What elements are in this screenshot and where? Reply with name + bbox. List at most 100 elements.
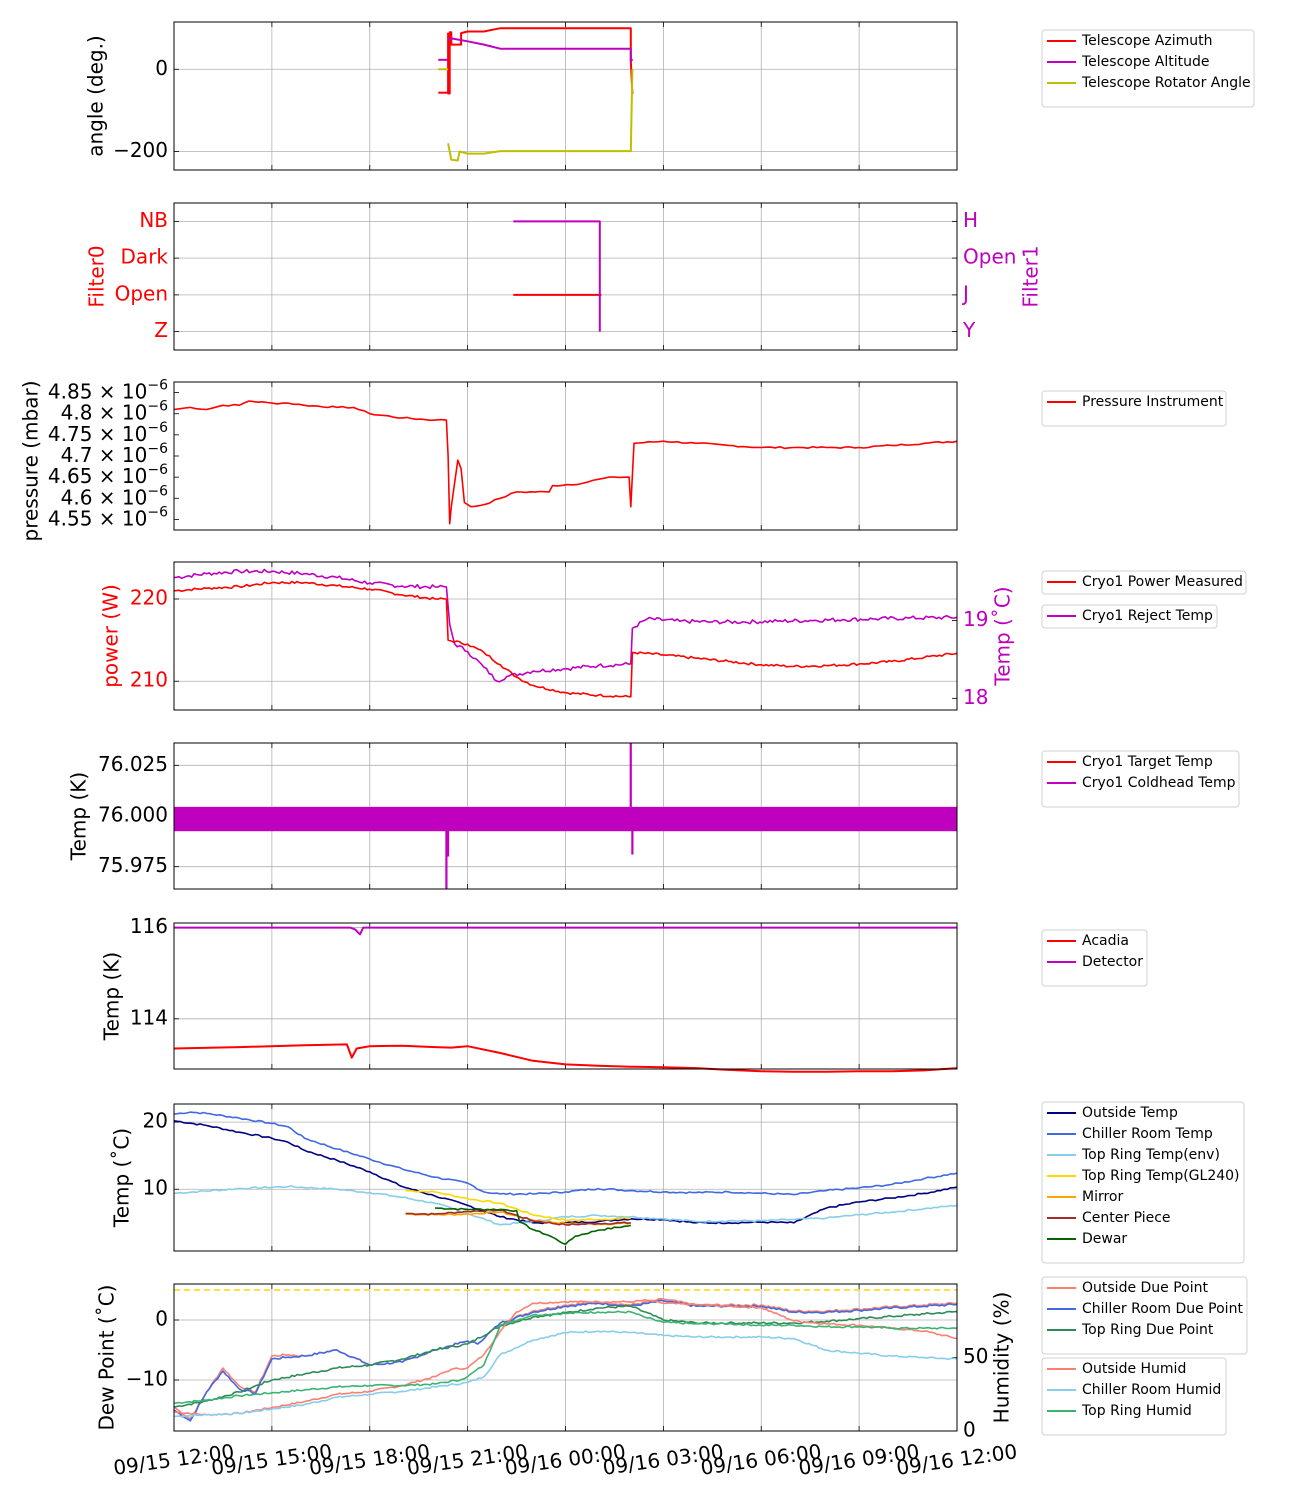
telescope-legend-label: Telescope Azimuth: [1081, 33, 1212, 49]
pressure-ytick-label: 4.6 × 10−6: [61, 483, 168, 509]
detector-ylabel: Temp (K): [100, 952, 124, 1041]
detector-series-detector: [174, 926, 957, 936]
cryo-temp-ylabel: Temp (K): [67, 772, 91, 861]
dew-humid-ytick-label: 0: [155, 1307, 168, 1331]
pressure-ytick-label: 4.55 × 10−6: [48, 504, 168, 530]
detector-series-acadia: [173, 1043, 958, 1073]
telescope-series-telescope-azimuth: [447, 27, 634, 95]
filters-ylabel-right: Filter1: [1019, 245, 1043, 307]
dew-humid-ytick-label-right: 0: [963, 1418, 976, 1442]
dew-humid-ytick-label-right: 50: [963, 1344, 988, 1368]
pressure-ytick-label: 4.75 × 10−6: [48, 420, 168, 446]
pressure-ytick-exponent: −6: [147, 378, 168, 394]
telescope-axes: [173, 22, 958, 170]
dew-humid-humidity-legend-label: Chiller Room Humid: [1082, 1382, 1221, 1398]
pressure-ytick-exponent: −6: [147, 441, 168, 457]
cryo-temp-legend-box: [1041, 750, 1240, 808]
filters-ytick-label: Open: [115, 281, 168, 305]
pressure-legend-box: [1041, 390, 1227, 427]
detector-legend-label: Detector: [1082, 954, 1143, 970]
pressure-ytick-exponent: −6: [147, 420, 168, 436]
pressure-series-pressure-instrument: [173, 400, 958, 525]
telescope-legend-box: [1041, 29, 1255, 108]
telescope-ylabel: angle (deg.): [84, 35, 108, 157]
telescope-legend-label: Telescope Altitude: [1081, 54, 1210, 70]
env-temp-legend-label: Mirror: [1082, 1189, 1123, 1205]
cryo-power-legend-box: [1041, 604, 1218, 629]
pressure-ytick-mantissa: 4.65 × 10: [48, 464, 147, 488]
telescope-frame: [173, 21, 958, 171]
cryo-temp-legend-label: Cryo1 Coldhead Temp: [1082, 775, 1236, 791]
filters-ytick-label: NB: [139, 208, 168, 232]
cryo-temp-legend-label: Cryo1 Target Temp: [1082, 754, 1213, 770]
env-temp-legend-label: Top Ring Temp(env): [1081, 1147, 1220, 1163]
telescope-legend-label: Telescope Rotator Angle: [1081, 75, 1251, 91]
cryo-power-ylabel-left: power (W): [99, 584, 123, 688]
cryo-temp-ytick-label: 76.025: [98, 752, 168, 776]
dew-humid-humidity-legend: Outside Humid Chiller Room Humid Top Ring …: [1041, 1357, 1227, 1436]
dew-humid-humidity-legend-label: Outside Humid: [1082, 1361, 1186, 1377]
pressure-ytick-mantissa: 4.7 × 10: [61, 443, 148, 467]
pressure-ytick-label: 4.65 × 10−6: [48, 462, 168, 488]
pressure-ytick-mantissa: 4.75 × 10: [48, 422, 147, 446]
detector-axes: [173, 923, 958, 1069]
env-temp-legend: Outside Temp Chiller Room Temp Top Ring Te…: [1041, 1101, 1245, 1264]
dew-humid-dewpoint-legend-label: Chiller Room Due Point: [1082, 1301, 1243, 1317]
cryo-power-legend-box: [1041, 570, 1247, 595]
pressure-ytick-mantissa: 4.85 × 10: [48, 380, 147, 404]
cryo-power-ylabel-right: Temp (˚C): [991, 586, 1015, 686]
filters-ytick-label: Z: [154, 318, 168, 342]
telescope-ytick-label: 0: [155, 56, 168, 80]
pressure-ytick-mantissa: 4.6 × 10: [61, 485, 148, 509]
cryo-power-legend-label: Cryo1 Reject Temp: [1082, 608, 1213, 624]
detector-legend-box: [1041, 929, 1148, 987]
dew-humid-dewpoint-legend-label: Outside Due Point: [1082, 1280, 1209, 1296]
env-temp-series-top-ring-temp-env-: [173, 1185, 958, 1226]
cryo-power-series-power-measured: [173, 580, 958, 698]
env-temp-legend-box: [1041, 1101, 1245, 1264]
env-temp-frame: [173, 1103, 958, 1252]
dew-humid-ylabel-right: Humidity (%): [990, 1292, 1014, 1424]
env-temp-legend-label: Dewar: [1082, 1231, 1127, 1247]
cryo-temp-series-coldhead-band: [174, 806, 957, 832]
telescope-series-telescope-altitude: [447, 37, 634, 63]
pressure-ytick-exponent: −6: [147, 399, 168, 415]
dew-humid-series-chiller-room-humid: [173, 1330, 958, 1418]
cryo-power-legend: Cryo1 Power Measured Cryo1 Reject Temp: [1041, 570, 1247, 629]
pressure-ytick-label: 4.85 × 10−6: [48, 378, 168, 404]
cryo-temp-frame: [173, 742, 958, 890]
pressure-frame: [173, 381, 958, 531]
dew-humid-dewpoint-legend-box: [1041, 1276, 1248, 1355]
detector-ytick-label: 116: [130, 914, 168, 938]
filters-ytick-label-right: J: [961, 281, 969, 305]
telescope-ytick-label: −200: [113, 138, 168, 162]
env-temp-legend-label: Top Ring Temp(GL240): [1081, 1168, 1240, 1184]
dew-humid-humidity-legend-box: [1041, 1357, 1227, 1436]
dew-humid-humidity-legend-label: Top Ring Humid: [1081, 1403, 1192, 1419]
filters-series-filter1: [513, 220, 601, 332]
filters-ytick-label-right: Open: [963, 245, 1016, 269]
detector-ytick-label: 114: [130, 1005, 168, 1029]
dew-humid-series-top-ring-humid: [173, 1310, 958, 1404]
filters-ytick-label-right: Y: [962, 318, 976, 342]
env-temp-ylabel: Temp (˚C): [110, 1128, 134, 1228]
telescope-legend: Telescope Azimuth Telescope Altitude Teles…: [1041, 29, 1255, 108]
pressure-ytick-mantissa: 4.8 × 10: [61, 401, 148, 425]
cryo-power-axes: [173, 562, 958, 710]
env-temp-ytick-label: 10: [143, 1176, 168, 1200]
env-temp-series-dewar: [434, 1207, 631, 1246]
env-temp-series-chiller-room-temp: [173, 1111, 958, 1196]
filters-axes: [173, 203, 958, 350]
filters-ylabel-left: Filter0: [85, 245, 109, 307]
pressure-ylabel: pressure (mbar): [19, 380, 43, 541]
dew-humid-frame: [173, 1283, 958, 1432]
filters-frame: [173, 202, 958, 351]
cryo-power-ytick-label: 210: [130, 668, 168, 692]
pressure-ytick-label: 4.8 × 10−6: [61, 399, 168, 425]
pressure-ytick-exponent: −6: [147, 504, 168, 520]
cryo-power-ytick-label-right: 18: [963, 685, 988, 709]
dew-humid-ylabel-left: Dew Point (˚C): [95, 1284, 119, 1430]
detector-legend-label: Acadia: [1082, 933, 1129, 949]
dew-humid-series-outside-humid: [173, 1299, 958, 1417]
cryo-power-ytick-label: 220: [130, 586, 168, 610]
